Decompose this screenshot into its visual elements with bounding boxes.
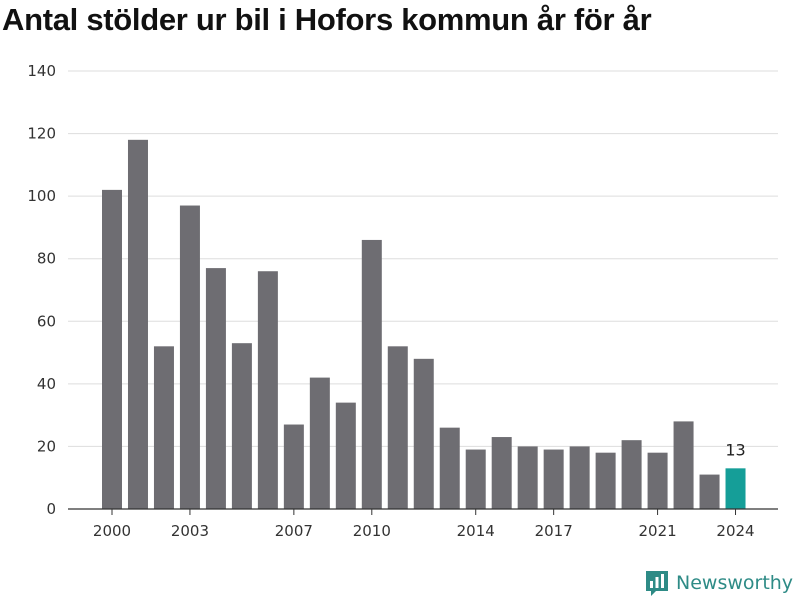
brand-name: Newsworthy <box>676 572 794 594</box>
bar-2011 <box>387 346 408 509</box>
bar-2012 <box>413 358 434 509</box>
x-tick-label: 2007 <box>275 522 313 540</box>
data-label-highlight: 13 <box>725 440 745 459</box>
y-tick-label: 40 <box>37 375 56 393</box>
y-tick-label: 120 <box>27 125 56 143</box>
x-tick-label: 2024 <box>716 522 754 540</box>
x-tick-label: 2014 <box>457 522 495 540</box>
x-tick-label: 2017 <box>535 522 573 540</box>
y-tick-label: 0 <box>46 500 56 518</box>
bar-2008 <box>309 377 330 509</box>
data-labels: 13 <box>725 440 745 459</box>
bar-2007 <box>283 424 304 509</box>
bar-2009 <box>335 402 356 509</box>
bar-2014 <box>465 449 486 509</box>
bar-2016 <box>517 446 538 509</box>
newsworthy-logo-icon <box>646 571 668 596</box>
bar-2005 <box>231 343 252 509</box>
bar-2006 <box>257 271 278 509</box>
y-axis-ticks: 0 20 40 60 80 100 120 140 <box>27 62 56 518</box>
bar-2017 <box>543 449 564 509</box>
bar-2013 <box>439 427 460 509</box>
bar-2000 <box>102 189 122 509</box>
bar-2010 <box>361 239 382 509</box>
x-axis-ticks: 2000 2003 2007 2010 2014 2017 2021 2024 <box>93 509 755 540</box>
x-tick-label: 2010 <box>353 522 391 540</box>
bar-2020 <box>621 440 642 509</box>
y-tick-label: 100 <box>27 187 56 205</box>
bar-2002 <box>153 346 174 509</box>
bar-2004 <box>205 268 226 509</box>
chart-title: Antal stölder ur bil i Hofors kommun år … <box>2 2 652 37</box>
bar-2024 <box>725 468 746 509</box>
bar-2022 <box>673 421 694 509</box>
bar-2001 <box>127 139 148 510</box>
bar-2023 <box>699 474 720 509</box>
bars <box>102 139 746 510</box>
x-tick-label: 2000 <box>93 522 131 540</box>
x-tick-label: 2003 <box>171 522 209 540</box>
bar-2015 <box>491 437 512 509</box>
bar-2019 <box>595 452 616 509</box>
bar-2021 <box>647 452 668 509</box>
bar-2018 <box>569 446 590 509</box>
bar-2003 <box>179 205 200 509</box>
brand: Newsworthy <box>644 569 793 597</box>
y-tick-label: 60 <box>37 312 56 330</box>
y-tick-label: 140 <box>27 62 56 80</box>
x-tick-label: 2021 <box>638 522 676 540</box>
y-tick-label: 20 <box>37 437 56 455</box>
y-tick-label: 80 <box>37 250 56 268</box>
